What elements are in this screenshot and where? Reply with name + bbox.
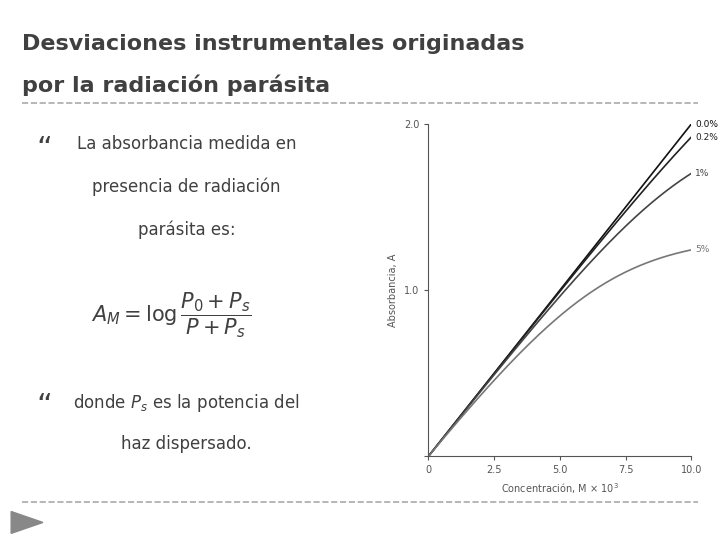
Text: La absorbancia medida en: La absorbancia medida en bbox=[76, 135, 296, 153]
Text: Desviaciones instrumentales originadas: Desviaciones instrumentales originadas bbox=[22, 34, 524, 54]
Text: por la radiación parásita: por la radiación parásita bbox=[22, 75, 330, 96]
Text: presencia de radiación: presencia de radiación bbox=[92, 178, 281, 197]
Text: 0.2%: 0.2% bbox=[695, 133, 718, 141]
Y-axis label: Absorbancia, A: Absorbancia, A bbox=[389, 254, 398, 327]
Text: “: “ bbox=[37, 135, 53, 164]
Text: 0.0%: 0.0% bbox=[695, 120, 718, 129]
Text: “: “ bbox=[37, 392, 53, 421]
X-axis label: Concentración, M × 10$^3$: Concentración, M × 10$^3$ bbox=[501, 481, 618, 496]
Text: 5%: 5% bbox=[695, 245, 709, 254]
Text: donde $P_s$ es la potencia del: donde $P_s$ es la potencia del bbox=[73, 392, 300, 414]
Text: parásita es:: parásita es: bbox=[138, 221, 235, 239]
Text: haz dispersado.: haz dispersado. bbox=[121, 435, 252, 453]
Text: $A_M = \log \dfrac{P_0 + P_s}{P + P_s}$: $A_M = \log \dfrac{P_0 + P_s}{P + P_s}$ bbox=[91, 291, 251, 340]
Polygon shape bbox=[12, 511, 43, 534]
Text: 1%: 1% bbox=[695, 169, 709, 178]
